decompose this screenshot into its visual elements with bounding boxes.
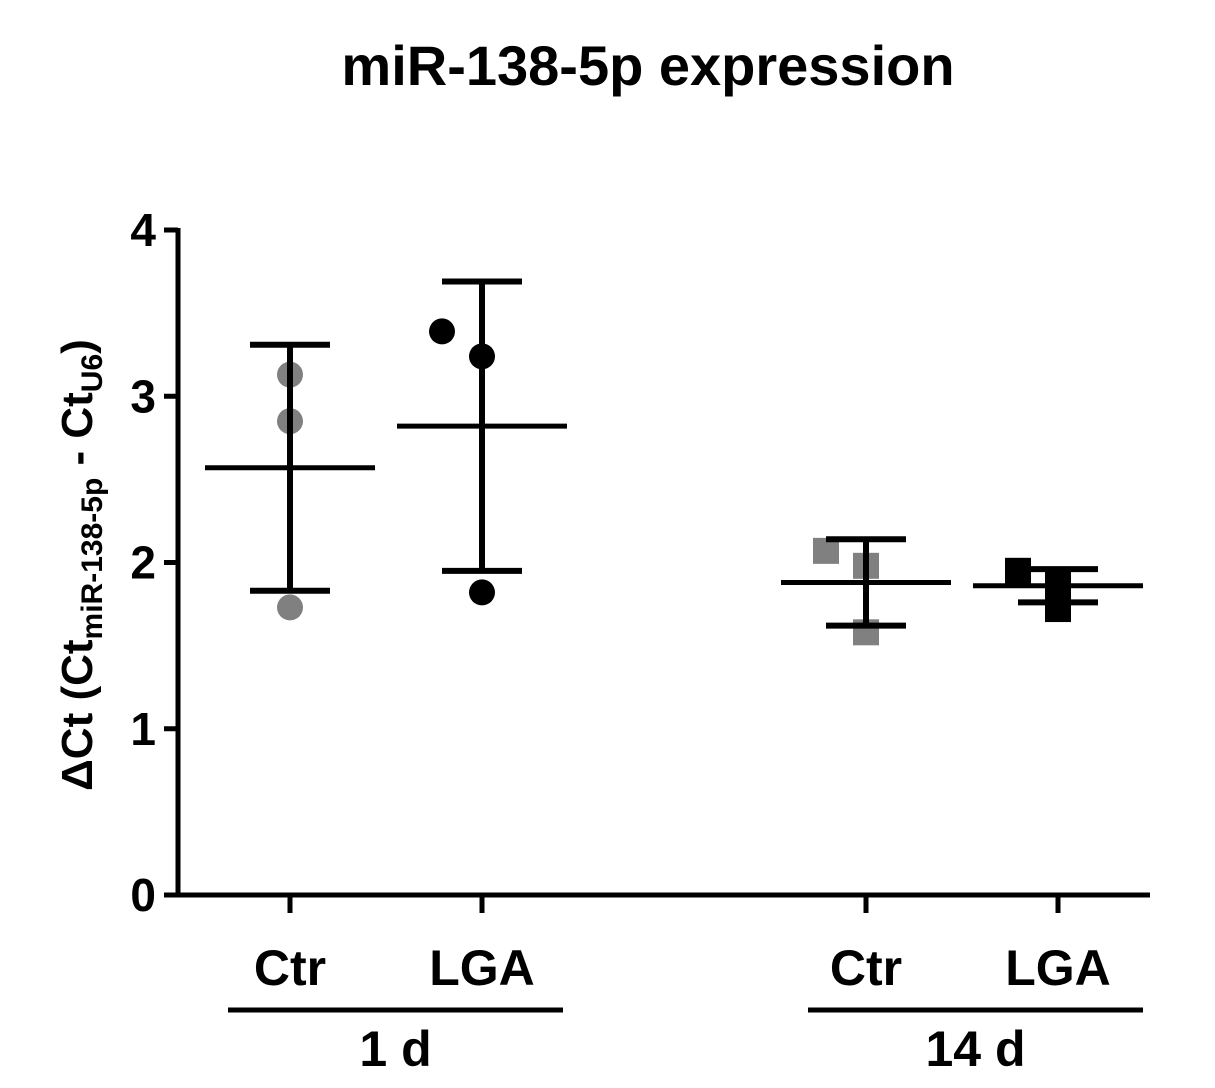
series-group <box>397 278 567 606</box>
y-label-main: ΔCt (Ct <box>53 639 102 791</box>
data-point <box>469 579 495 606</box>
y-label-sub1: miR-138-5p <box>76 478 109 640</box>
y-tick-label: 2 <box>130 537 156 589</box>
y-label-mid: - Ct <box>53 392 102 478</box>
data-point <box>429 318 455 345</box>
x-tick-label: LGA <box>1005 940 1111 996</box>
marks <box>205 278 1143 646</box>
x-tick-label: Ctr <box>830 940 902 996</box>
chart-title: miR-138-5p expression <box>341 34 954 97</box>
axes: 0 1 2 3 4 Ctr LGA Ctr LGA 1 d 14 d <box>130 204 1150 1077</box>
svg-text:ΔCt (CtmiR-138-5p - CtU6): ΔCt (CtmiR-138-5p - CtU6) <box>53 339 109 791</box>
y-tick-label: 0 <box>130 869 156 921</box>
series-group <box>973 557 1143 623</box>
y-tick-label: 4 <box>130 204 156 256</box>
y-axis-label: ΔCt (CtmiR-138-5p - CtU6) <box>53 339 109 791</box>
x-tick-label: Ctr <box>254 940 326 996</box>
x-tick-label: LGA <box>429 940 535 996</box>
y-label-sub2: U6 <box>76 354 109 392</box>
y-label-close: ) <box>53 339 102 354</box>
group-label: 14 d <box>925 1021 1025 1077</box>
data-point <box>277 594 303 621</box>
y-tick-label: 3 <box>130 370 156 422</box>
group-label: 1 d <box>359 1021 431 1077</box>
series-group <box>781 536 951 646</box>
y-tick-label: 1 <box>130 703 156 755</box>
series-group <box>205 341 375 621</box>
